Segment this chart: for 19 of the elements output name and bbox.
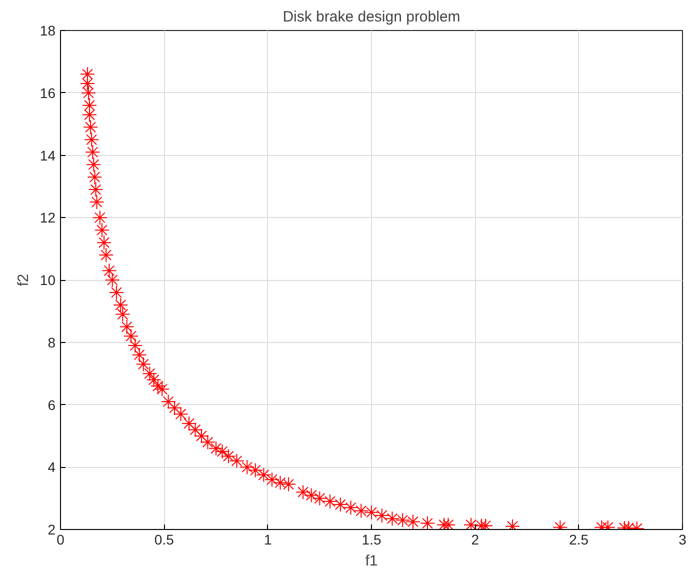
x-tick-label: 1.5 [362,532,382,548]
y-tick-label: 14 [40,147,56,164]
x-tick-label: 0 [56,532,65,548]
y-tick-label: 16 [40,84,56,101]
y-tick-label: 2 [48,522,56,538]
y-tick-label: 4 [48,459,56,476]
y-tick-label: 6 [48,396,56,413]
x-tick-label: 2 [471,532,480,548]
y-axis-title: f2 [14,274,32,286]
chart-title: Disk brake design problem [282,8,460,26]
x-tick-label: 3 [678,532,687,548]
x-tick-label: 1 [264,532,272,548]
y-tick-label: 8 [48,334,56,350]
x-axis-title: f1 [365,552,378,570]
y-tick-label: 12 [40,210,56,226]
y-tick-label: 18 [40,22,56,38]
y-tick-label: 10 [40,272,56,288]
x-tick-label: 2.5 [569,532,589,548]
x-tick-label: 0.5 [154,532,174,548]
